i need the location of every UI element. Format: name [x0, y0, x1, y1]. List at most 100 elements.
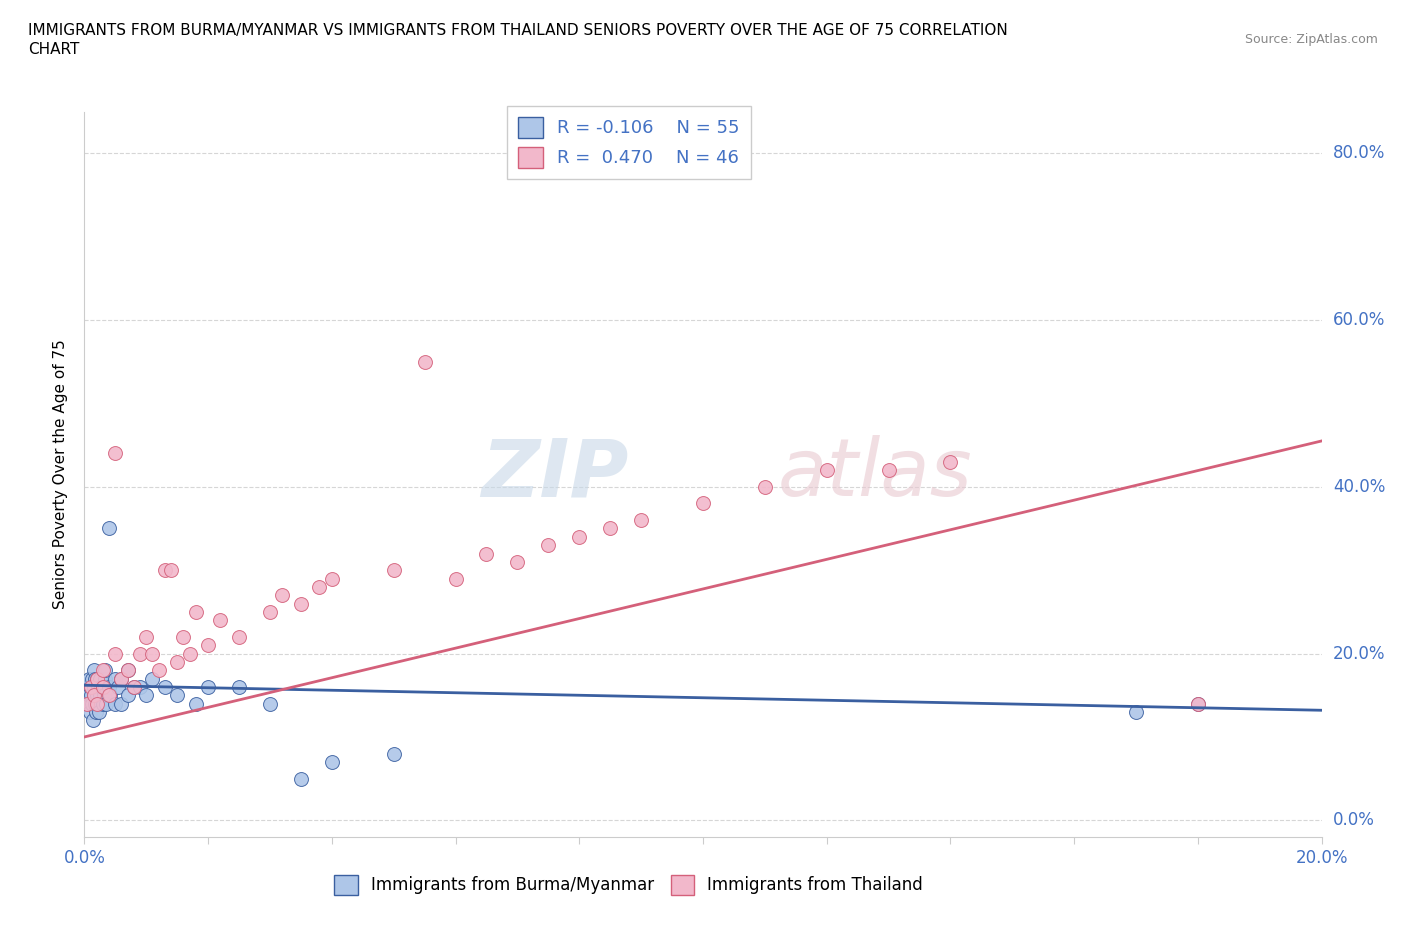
Point	[83, 697, 105, 711]
Point	[89, 688, 111, 703]
Point	[110, 697, 132, 711]
Point	[91, 697, 114, 711]
Point	[184, 604, 207, 619]
Point	[568, 529, 591, 544]
Text: 40.0%: 40.0%	[1333, 478, 1385, 496]
Text: atlas: atlas	[778, 435, 972, 513]
Point	[197, 680, 219, 695]
Point	[1187, 697, 1209, 711]
Point	[413, 354, 436, 369]
Text: 60.0%: 60.0%	[1333, 311, 1385, 329]
Point	[321, 571, 343, 586]
Point	[83, 663, 105, 678]
Point	[117, 688, 139, 703]
Point	[83, 688, 105, 703]
Point	[166, 688, 188, 703]
Point	[94, 663, 117, 678]
Text: ZIP: ZIP	[481, 435, 628, 513]
Point	[98, 521, 121, 536]
Point	[104, 671, 127, 686]
Point	[107, 680, 129, 695]
Point	[83, 688, 105, 703]
Point	[79, 680, 101, 695]
Point	[91, 680, 114, 695]
Point	[1125, 705, 1147, 720]
Point	[160, 563, 183, 578]
Point	[141, 671, 163, 686]
Point	[506, 554, 529, 569]
Point	[117, 663, 139, 678]
Point	[104, 446, 127, 461]
Point	[75, 680, 97, 695]
Point	[117, 663, 139, 678]
Point	[537, 538, 560, 552]
Text: CHART: CHART	[28, 42, 80, 57]
Point	[79, 671, 101, 686]
Point	[98, 680, 121, 695]
Point	[321, 754, 343, 769]
Point	[815, 463, 838, 478]
Point	[290, 771, 312, 786]
Point	[475, 546, 498, 561]
Point	[87, 680, 110, 695]
Point	[76, 697, 98, 711]
Point	[79, 680, 101, 695]
Point	[382, 563, 405, 578]
Point	[122, 680, 145, 695]
Point	[599, 521, 621, 536]
Point	[382, 746, 405, 761]
Point	[259, 697, 281, 711]
Point	[86, 671, 108, 686]
Point	[166, 655, 188, 670]
Point	[630, 512, 652, 527]
Point	[82, 712, 104, 727]
Point	[94, 671, 117, 686]
Point	[172, 630, 194, 644]
Point	[153, 563, 176, 578]
Point	[141, 646, 163, 661]
Point	[86, 697, 108, 711]
Point	[89, 671, 111, 686]
Point	[94, 697, 117, 711]
Point	[98, 688, 121, 703]
Point	[90, 680, 112, 695]
Point	[228, 680, 250, 695]
Point	[77, 688, 100, 703]
Point	[91, 663, 114, 678]
Point	[939, 455, 962, 470]
Point	[1187, 697, 1209, 711]
Point	[129, 680, 152, 695]
Point	[271, 588, 294, 603]
Point	[259, 604, 281, 619]
Text: IMMIGRANTS FROM BURMA/MYANMAR VS IMMIGRANTS FROM THAILAND SENIORS POVERTY OVER T: IMMIGRANTS FROM BURMA/MYANMAR VS IMMIGRA…	[28, 23, 1008, 38]
Point	[209, 613, 232, 628]
Point	[76, 697, 98, 711]
Point	[82, 671, 104, 686]
Point	[104, 697, 127, 711]
Point	[91, 680, 114, 695]
Point	[110, 671, 132, 686]
Point	[93, 688, 115, 703]
Point	[89, 705, 111, 720]
Point	[86, 671, 108, 686]
Point	[86, 688, 108, 703]
Point	[110, 671, 132, 686]
Point	[135, 688, 157, 703]
Point	[84, 705, 107, 720]
Text: Source: ZipAtlas.com: Source: ZipAtlas.com	[1244, 33, 1378, 46]
Point	[308, 579, 330, 594]
Point	[84, 671, 107, 686]
Point	[228, 630, 250, 644]
Point	[104, 646, 127, 661]
Point	[79, 688, 101, 703]
Point	[692, 496, 714, 511]
Point	[80, 697, 103, 711]
Point	[129, 646, 152, 661]
Point	[87, 697, 110, 711]
Point	[135, 630, 157, 644]
Point	[122, 680, 145, 695]
Text: 20.0%: 20.0%	[1333, 644, 1385, 662]
Y-axis label: Seniors Poverty Over the Age of 75: Seniors Poverty Over the Age of 75	[53, 339, 69, 609]
Text: 80.0%: 80.0%	[1333, 144, 1385, 163]
Point	[148, 663, 170, 678]
